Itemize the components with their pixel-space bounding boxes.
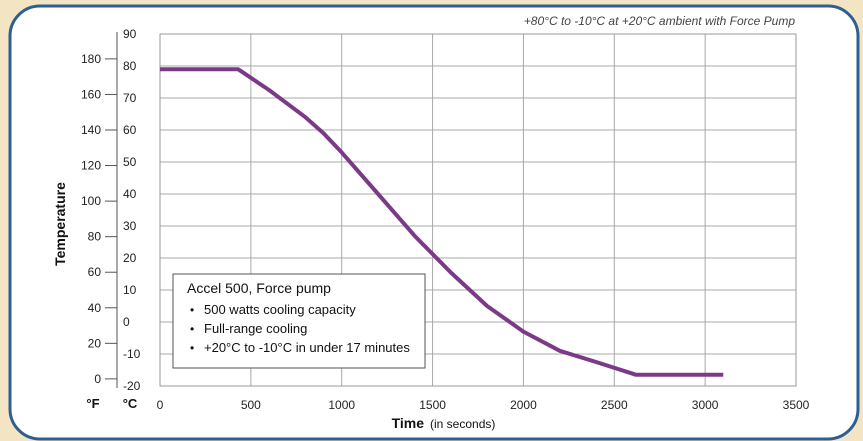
chart-panel <box>8 4 860 441</box>
x-tick-label: 3500 <box>783 398 810 412</box>
x-tick-label: 3000 <box>692 398 719 412</box>
y-tick-label-celsius: 30 <box>123 219 137 233</box>
y-tick-label-celsius: 40 <box>123 187 137 201</box>
legend-item: +20°C to -10°C in under 17 minutes <box>204 340 410 355</box>
y-tick-label-fahrenheit: 180 <box>81 52 101 66</box>
y-tick-label-fahrenheit: 0 <box>94 372 101 386</box>
legend-title: Accel 500, Force pump <box>187 280 331 296</box>
x-axis-label-note: (in seconds) <box>430 417 495 431</box>
y-tick-label-celsius: 20 <box>123 251 137 265</box>
unit-celsius: °C <box>123 396 138 411</box>
y-tick-label-fahrenheit: 160 <box>81 87 101 101</box>
axes: 0 500 1000 1500 2000 2500 3000 3500-20-10010203… <box>81 27 810 412</box>
y-tick-label-fahrenheit: 140 <box>81 123 101 137</box>
x-tick-label: 500 <box>241 398 261 412</box>
x-axis-label: Time <box>392 415 425 431</box>
chart-annotation: +80°C to -10°C at +20°C ambient with For… <box>524 14 796 28</box>
legend-item: Full-range cooling <box>204 321 307 336</box>
y-tick-label-fahrenheit: 60 <box>88 265 102 279</box>
y-tick-label-fahrenheit: 80 <box>88 230 102 244</box>
y-tick-label-celsius: 80 <box>123 59 137 73</box>
y-axis-label: Temperature <box>52 182 68 266</box>
legend-bullet: • <box>190 303 194 317</box>
legend-frame <box>172 273 426 369</box>
y-tick-label-celsius: -20 <box>123 379 141 393</box>
y-tick-label-celsius: 0 <box>123 315 130 329</box>
series-line <box>160 67 724 377</box>
y-tick-label-fahrenheit: 20 <box>88 336 102 350</box>
series-layer <box>160 67 724 377</box>
y-tick-label-celsius: 90 <box>123 27 137 41</box>
y-tick-label-fahrenheit: 40 <box>88 301 102 315</box>
y-tick-label-celsius: 50 <box>123 155 137 169</box>
x-tick-label: 0 <box>157 398 164 412</box>
plot-border <box>159 33 797 387</box>
legend-box: Accel 500, Force pump • 500 watts coolin… <box>172 273 426 369</box>
x-tick-label: 1000 <box>328 398 355 412</box>
y-tick-label-celsius: 60 <box>123 123 137 137</box>
y-tick-label-fahrenheit: 100 <box>81 194 101 208</box>
x-tick-label: 2000 <box>510 398 537 412</box>
y-tick-label-celsius: 10 <box>123 283 137 297</box>
legend-bullet: • <box>190 341 194 355</box>
y-tick-label-celsius: -10 <box>123 347 141 361</box>
unit-fahrenheit: °F <box>86 396 99 411</box>
x-tick-label: 2500 <box>601 398 628 412</box>
y-tick-label-celsius: 70 <box>123 91 137 105</box>
grid <box>159 33 797 387</box>
x-tick-label: 1500 <box>419 398 446 412</box>
legend-bullet: • <box>190 322 194 336</box>
y-tick-label-fahrenheit: 120 <box>81 159 101 173</box>
legend-item: 500 watts cooling capacity <box>204 302 356 317</box>
